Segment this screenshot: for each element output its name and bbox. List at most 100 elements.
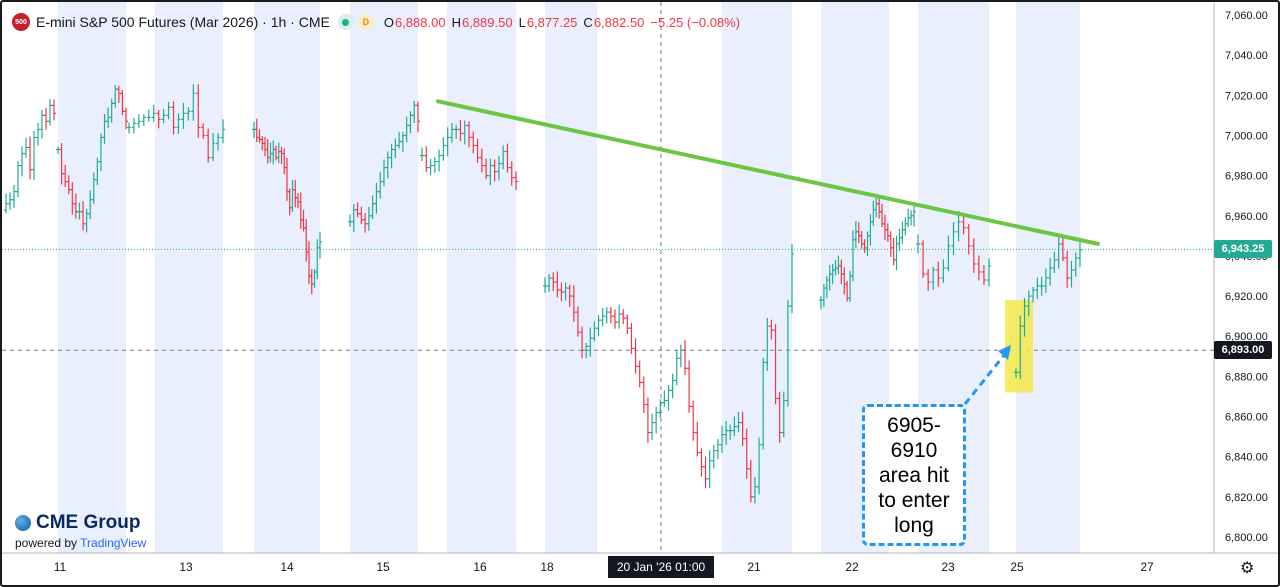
price-axis: 7,060.00 7,040.00 7,020.00 7,000.00 6,980.00… <box>1225 10 1268 544</box>
ohlc-open: O6,888.00 <box>384 15 446 30</box>
ohlc-bar <box>761 357 766 450</box>
ohlc-high-label: H <box>451 14 461 30</box>
ohlc-bar <box>1048 257 1053 286</box>
tradingview-link[interactable]: TradingView <box>80 536 147 550</box>
ohlc-bar <box>966 224 971 255</box>
entry-annotation-box[interactable]: 6905- 6910 area hit to enter long <box>862 404 966 546</box>
ohlc-bar <box>691 400 696 441</box>
crosshair-date-label: 20 Jan '26 01:00 <box>608 556 714 578</box>
cme-logo[interactable]: CME Group powered by TradingView <box>15 512 146 550</box>
date-tick-label: 16 <box>473 560 487 574</box>
ohlc-bar <box>428 158 433 176</box>
ohlc-bar <box>765 317 770 371</box>
ohlc-bar <box>736 411 741 433</box>
ohlc-bar <box>211 132 216 162</box>
ohlc-bar <box>1052 251 1057 274</box>
ohlc-bar <box>404 116 409 143</box>
ohlc-bar <box>571 285 576 323</box>
ohlc-bar <box>720 425 725 453</box>
ohlc-bar <box>658 399 663 418</box>
ohlc-bar <box>462 120 467 145</box>
ohlc-bar <box>608 306 613 324</box>
ohlc-bar <box>769 319 774 340</box>
ohlc-bar <box>131 117 136 134</box>
ohlc-bar <box>926 269 931 291</box>
ohlc-bar <box>1026 290 1031 317</box>
ohlc-bar <box>12 185 16 208</box>
session-band <box>350 2 418 553</box>
ohlc-bar <box>348 214 352 227</box>
symbol-title[interactable]: E-mini S&P 500 Futures (Mar 2026) · 1h ·… <box>36 14 330 30</box>
ohlc-bar <box>900 221 905 244</box>
delayed-data-badge[interactable]: D <box>357 14 374 30</box>
ohlc-bar <box>987 258 991 287</box>
date-tick-label: 15 <box>376 560 390 574</box>
ohlc-bar <box>8 192 12 210</box>
ohlc-bar <box>790 244 794 314</box>
ohlc-bar <box>547 274 552 292</box>
market-open-icon[interactable] <box>337 14 354 30</box>
price-tick-label: 7,000.00 <box>1225 130 1268 142</box>
ohlc-bar <box>604 307 609 324</box>
ohlc-bar <box>682 339 687 375</box>
ohlc-bar <box>732 416 737 437</box>
ohlc-bar <box>1022 298 1027 337</box>
ohlc-bar <box>752 477 757 504</box>
session-band <box>254 2 320 553</box>
ohlc-bar <box>946 235 951 272</box>
ohlc-bar <box>471 131 476 154</box>
entry-annotation-text: 6905- 6910 area hit to enter long <box>878 413 950 537</box>
ohlc-bar <box>136 114 141 128</box>
ohlc-low-value: 6,877.25 <box>526 14 578 30</box>
ohlc-bar <box>592 321 597 342</box>
ohlc-bar <box>501 145 506 170</box>
ohlc-bar <box>36 122 40 146</box>
ohlc-bar <box>4 193 8 214</box>
ohlc-bar <box>1056 236 1061 269</box>
time-axis: 11 13 14 15 16 18 21 22 23 25 27 <box>54 560 1154 574</box>
ohlc-bar <box>976 255 981 281</box>
crosshair-price-tag: 6,893.00 <box>1214 341 1272 360</box>
settings-gear-icon[interactable]: ⚙ <box>1240 560 1255 577</box>
price-tick-label: 6,800.00 <box>1225 532 1268 544</box>
date-tick-label: 23 <box>941 560 955 574</box>
ohlc-bar <box>496 156 501 181</box>
ohlc-bar <box>408 111 413 134</box>
ohlc-bar <box>1073 252 1078 277</box>
ohlc-bar <box>559 282 564 302</box>
ohlc-bar <box>715 439 720 460</box>
ohlc-bar <box>584 343 589 359</box>
powered-by-text: powered by <box>15 536 78 550</box>
ohlc-bar <box>563 282 568 301</box>
ohlc-bar <box>449 123 454 143</box>
ohlc-bar <box>921 240 926 278</box>
resistance-trendline <box>436 99 1100 246</box>
ohlc-bar <box>645 397 650 443</box>
ohlc-bar <box>24 137 28 158</box>
ohlc-bar <box>44 107 48 130</box>
ohlc-bar <box>196 84 201 138</box>
ohlc-close: C6,882.50 <box>583 15 644 30</box>
ohlc-bar <box>424 146 429 172</box>
ohlc-bar <box>971 238 976 273</box>
ohlc-bar <box>363 213 368 233</box>
session-band <box>58 2 126 553</box>
ohlc-bar <box>1065 250 1070 289</box>
ohlc-bar <box>437 149 442 172</box>
date-tick-label: 27 <box>1140 560 1154 574</box>
ohlc-bar <box>412 100 417 123</box>
ohlc-bar <box>28 136 32 180</box>
ohlc-bar <box>441 137 446 161</box>
ohlc-bar <box>171 101 176 135</box>
ohlc-bar <box>699 448 704 477</box>
ohlc-bar <box>389 143 394 169</box>
ohlc-bar <box>617 304 622 329</box>
price-tick-label: 7,020.00 <box>1225 90 1268 102</box>
ohlc-bar <box>931 266 936 290</box>
price-tick-label: 6,920.00 <box>1225 291 1268 303</box>
ohlc-high-value: 6,889.50 <box>461 14 513 30</box>
ohlc-bar <box>186 107 191 121</box>
ohlc-bar <box>141 114 146 126</box>
